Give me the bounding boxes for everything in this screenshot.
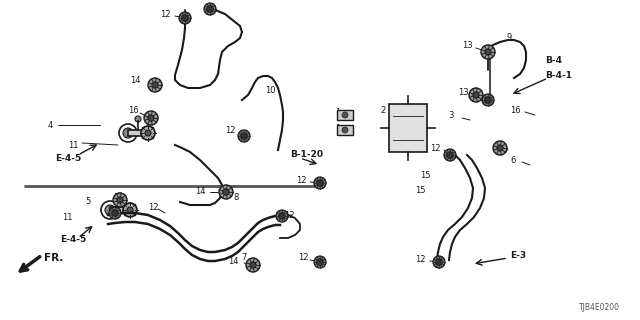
Text: 15: 15 (415, 186, 426, 195)
Circle shape (314, 177, 326, 189)
Text: 1: 1 (335, 124, 340, 132)
Text: 16: 16 (510, 106, 520, 115)
Circle shape (481, 45, 495, 59)
Circle shape (246, 258, 260, 272)
Circle shape (444, 149, 456, 161)
Text: E-4-5: E-4-5 (60, 236, 86, 244)
Text: 12: 12 (148, 204, 159, 212)
Text: 7: 7 (241, 253, 246, 262)
Circle shape (493, 141, 507, 155)
Text: E-3: E-3 (510, 251, 526, 260)
Circle shape (497, 145, 503, 151)
Text: 5: 5 (85, 197, 90, 206)
Circle shape (482, 94, 494, 106)
Text: 16: 16 (128, 106, 139, 115)
Bar (337, 110, 353, 120)
Circle shape (447, 152, 453, 158)
Text: 13: 13 (462, 41, 472, 50)
Text: TJB4E0200: TJB4E0200 (579, 303, 620, 312)
Circle shape (204, 3, 216, 15)
Circle shape (342, 127, 348, 133)
Text: 14: 14 (195, 188, 205, 196)
Circle shape (152, 82, 158, 88)
Circle shape (433, 256, 445, 268)
Text: 3: 3 (448, 110, 453, 119)
Text: 12: 12 (430, 143, 440, 153)
Text: 14: 14 (497, 146, 508, 155)
Bar (110, 207, 130, 213)
Circle shape (314, 256, 326, 268)
Text: FR.: FR. (44, 253, 63, 263)
Circle shape (127, 207, 133, 213)
Circle shape (148, 115, 154, 121)
Circle shape (112, 210, 118, 216)
Text: 11: 11 (62, 213, 72, 222)
Circle shape (317, 259, 323, 265)
Circle shape (105, 205, 115, 215)
Text: 6: 6 (510, 156, 515, 164)
Circle shape (278, 213, 285, 219)
Circle shape (342, 112, 348, 118)
Text: 1: 1 (335, 108, 340, 116)
Text: E-4-5: E-4-5 (55, 154, 81, 163)
Text: 9: 9 (506, 33, 511, 42)
Circle shape (317, 180, 323, 186)
Text: 15: 15 (420, 171, 431, 180)
Circle shape (436, 259, 442, 265)
Text: 4: 4 (48, 121, 53, 130)
Text: 14: 14 (130, 76, 141, 84)
Text: 12: 12 (160, 10, 170, 19)
Circle shape (473, 92, 479, 98)
Circle shape (223, 189, 229, 195)
Text: 13: 13 (458, 87, 468, 97)
Circle shape (141, 126, 155, 140)
Circle shape (469, 88, 483, 102)
Circle shape (113, 193, 127, 207)
Text: 11: 11 (68, 140, 79, 149)
Text: B-1-20: B-1-20 (290, 149, 323, 158)
Text: 12: 12 (415, 255, 426, 265)
Text: 8: 8 (233, 194, 238, 203)
Text: 12: 12 (298, 253, 308, 262)
Bar (128, 130, 148, 136)
Text: B-4-1: B-4-1 (545, 70, 572, 79)
Circle shape (148, 78, 162, 92)
Bar (389, 104, 427, 152)
Circle shape (276, 210, 288, 222)
Circle shape (207, 6, 213, 12)
Circle shape (145, 130, 151, 136)
Circle shape (144, 111, 158, 125)
Text: B-4: B-4 (545, 55, 562, 65)
Text: 12: 12 (225, 125, 236, 134)
Circle shape (484, 97, 492, 103)
Text: 10: 10 (265, 85, 275, 94)
Circle shape (117, 197, 123, 203)
Circle shape (135, 116, 141, 122)
Text: 16: 16 (113, 193, 124, 202)
Circle shape (123, 128, 133, 138)
Circle shape (179, 12, 191, 24)
Circle shape (109, 207, 121, 219)
Text: 2: 2 (380, 106, 385, 115)
Text: 14: 14 (228, 258, 239, 267)
Circle shape (182, 15, 188, 21)
Circle shape (117, 193, 123, 199)
Bar (337, 125, 353, 135)
Circle shape (485, 49, 491, 55)
Circle shape (250, 262, 256, 268)
Circle shape (238, 130, 250, 142)
Text: 12: 12 (284, 211, 294, 220)
Text: 12: 12 (296, 175, 307, 185)
Circle shape (219, 185, 233, 199)
Circle shape (123, 203, 137, 217)
Circle shape (241, 133, 247, 139)
